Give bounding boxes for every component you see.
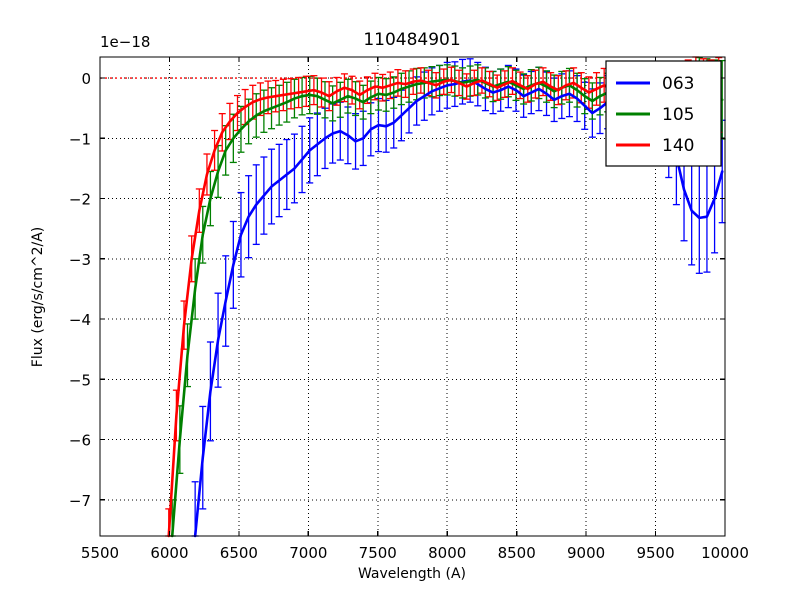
y-tick-label: −1 [69, 130, 91, 148]
y-tick-label: −4 [69, 311, 91, 329]
x-axis-label: Wavelength (A) [358, 566, 466, 582]
axis-tick-labels: 5500 6000 6500 7000 7500 8000 8500 9000 9500 1000… [69, 70, 749, 562]
y-tick-label: −5 [69, 371, 91, 389]
x-tick-label: 10000 [701, 544, 749, 562]
x-tick-label: 6500 [220, 544, 258, 562]
legend-item-063[interactable]: 063 [616, 74, 694, 94]
axes-frame [99, 56, 726, 537]
y-tick-label: 0 [81, 70, 91, 88]
x-tick-label: 7000 [289, 544, 327, 562]
x-tick-label: 7500 [359, 544, 397, 562]
x-tick-label: 8500 [498, 544, 536, 562]
x-tick-label: 6000 [150, 544, 188, 562]
y-axis-label: Flux (erg/s/cm^2/A) [30, 227, 46, 367]
y-tick-label: −3 [69, 251, 91, 269]
x-tick-label: 9000 [567, 544, 605, 562]
legend-item-140[interactable]: 140 [616, 136, 694, 156]
axis-ticks [99, 57, 726, 536]
x-tick-label: 5500 [81, 544, 119, 562]
x-tick-label: 8000 [428, 544, 466, 562]
order-of-magnitude-label: 1e−18 [100, 33, 150, 51]
legend-label-140: 140 [662, 136, 694, 156]
y-tick-label: −2 [69, 191, 91, 209]
y-tick-label: −7 [69, 492, 91, 510]
legend[interactable]: 063 105 140 [605, 60, 722, 167]
legend-label-105: 105 [662, 105, 694, 125]
chart-title: 110484901 [363, 30, 460, 50]
x-tick-label: 9500 [636, 544, 674, 562]
y-tick-label: −6 [69, 432, 91, 450]
legend-item-105[interactable]: 105 [616, 105, 694, 125]
grid-lines [99, 57, 726, 536]
legend-label-063: 063 [662, 74, 694, 94]
